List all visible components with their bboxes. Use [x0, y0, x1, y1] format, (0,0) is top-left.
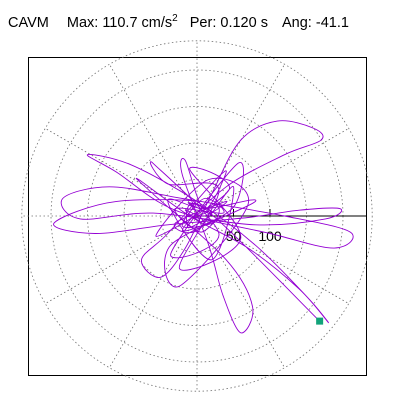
grid-spoke-30 — [196, 128, 349, 217]
orbit-trace — [53, 120, 354, 334]
tick-label-50: 50 — [226, 228, 242, 244]
end-marker-0 — [316, 317, 324, 325]
radial-axis: 50 100 — [197, 209, 366, 244]
grid-spoke-330 — [196, 215, 349, 304]
per-value: 0.120 s — [220, 15, 268, 31]
grid-ring-outer — [21, 40, 373, 392]
record-name: CAVM — [8, 15, 49, 31]
grid-spoke-150 — [45, 128, 198, 217]
ang-label: Ang: — [282, 15, 312, 31]
per-label: Per: — [189, 15, 217, 31]
trace-layer — [53, 120, 354, 334]
grid-spoke-60 — [196, 64, 285, 217]
grid-spoke-300 — [196, 215, 285, 368]
max-unit-exponent: 2 — [172, 13, 178, 24]
plot-frame — [28, 57, 367, 376]
chart-header: CAVM Max: 110.7 cm/s2 Per: 0.120 s Ang: … — [8, 13, 349, 31]
marker-layer — [316, 317, 324, 325]
grid-spoke-240 — [109, 215, 198, 368]
grid-spoke-210 — [45, 215, 198, 304]
max-label: Max: — [66, 15, 99, 31]
max-value: 110.7 cm/s2 — [102, 13, 178, 31]
ang-value: -41.1 — [315, 15, 349, 31]
